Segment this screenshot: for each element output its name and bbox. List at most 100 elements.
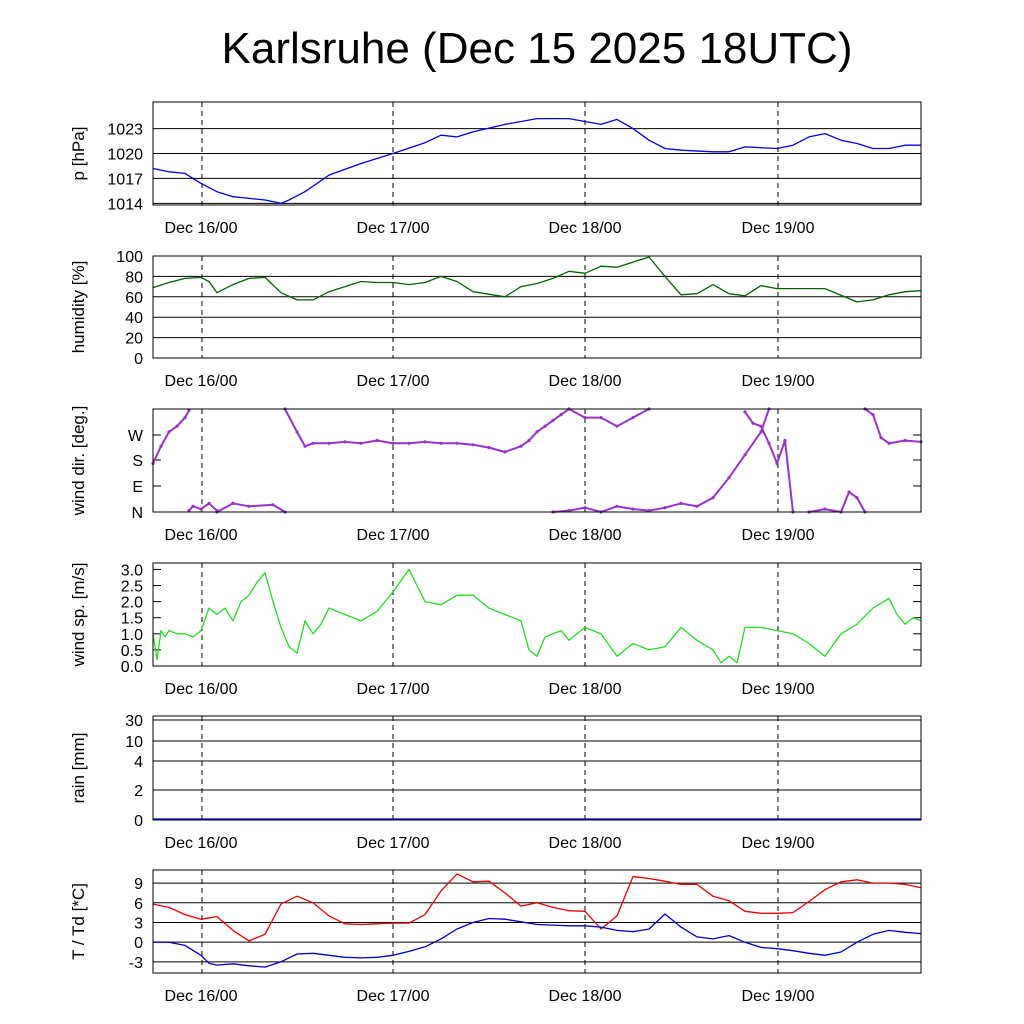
wind-dir-point bbox=[615, 504, 619, 508]
wind-dir-trace bbox=[744, 411, 794, 513]
wind-dir-point bbox=[663, 506, 667, 510]
y-tick-label: 0 bbox=[134, 351, 143, 368]
x-tick-label: Dec 18/00 bbox=[549, 681, 622, 698]
x-tick-label: Dec 19/00 bbox=[742, 681, 815, 698]
wind-dir-point bbox=[727, 476, 731, 480]
wind-dir-point bbox=[159, 444, 163, 448]
wind-dir-point bbox=[311, 441, 315, 445]
y-tick-label: 1014 bbox=[107, 196, 143, 213]
wind-dir-point bbox=[559, 413, 563, 417]
y-axis-label: humidity [%] bbox=[69, 261, 88, 354]
y-tick-label: 1.5 bbox=[121, 611, 143, 628]
wind-dir-point bbox=[879, 436, 883, 440]
wind-dir-point bbox=[295, 430, 299, 434]
wind-dir-point bbox=[183, 416, 187, 420]
wind-dir-point bbox=[343, 440, 347, 444]
y-axis-label: T / Td [*C] bbox=[69, 883, 88, 960]
wind-dir-point bbox=[407, 441, 411, 445]
y-tick-label: 3.0 bbox=[121, 562, 143, 579]
wind-dir-point bbox=[187, 408, 191, 412]
wind-dir-point bbox=[543, 424, 547, 428]
y-tick-label: 6 bbox=[134, 896, 143, 913]
y-tick-label: 30 bbox=[125, 713, 143, 730]
wind-dir-point bbox=[207, 501, 211, 505]
wind-dir-point bbox=[583, 506, 587, 510]
y-tick-label: W bbox=[128, 428, 144, 445]
wind-dir-point bbox=[199, 507, 203, 511]
y-tick-label: S bbox=[132, 453, 143, 470]
x-tick-label: Dec 16/00 bbox=[165, 373, 238, 390]
wind-dir-point bbox=[847, 490, 851, 494]
panel-frame bbox=[152, 101, 922, 206]
wind-dir-point bbox=[615, 424, 619, 428]
y-tick-label: 2.0 bbox=[121, 595, 143, 612]
wind-dir-point bbox=[487, 446, 491, 450]
y-tick-label: 10 bbox=[125, 734, 143, 751]
x-tick-label: Dec 17/00 bbox=[357, 835, 430, 852]
wind-dir-point bbox=[871, 413, 875, 417]
x-tick-label: Dec 16/00 bbox=[165, 527, 238, 544]
wind-dir-point bbox=[647, 509, 651, 513]
wind-dir-point bbox=[191, 504, 195, 508]
y-tick-label: 100 bbox=[116, 249, 143, 266]
x-tick-label: Dec 18/00 bbox=[549, 527, 622, 544]
y-tick-label: 0.5 bbox=[121, 643, 143, 660]
x-tick-label: Dec 18/00 bbox=[549, 835, 622, 852]
wind-dir-point bbox=[503, 450, 507, 454]
wind-dir-point bbox=[535, 430, 539, 434]
y-axis-label: p [hPa] bbox=[69, 127, 88, 181]
wind-dir-point bbox=[759, 430, 763, 434]
wind-dir-point bbox=[887, 441, 891, 445]
y-tick-label: 1017 bbox=[107, 171, 143, 188]
panel-frame bbox=[152, 408, 922, 513]
y-tick-label: 2 bbox=[134, 783, 143, 800]
wind-dir-point bbox=[775, 461, 779, 465]
x-tick-label: Dec 16/00 bbox=[165, 988, 238, 1005]
x-tick-label: Dec 17/00 bbox=[357, 681, 430, 698]
wind-dir-point bbox=[679, 501, 683, 505]
y-tick-label: 3 bbox=[134, 915, 143, 932]
wind-dir-point bbox=[439, 441, 443, 445]
y-tick-label: 9 bbox=[134, 876, 143, 893]
wind-dir-point bbox=[327, 441, 331, 445]
panel-humidity: 0 20 40 60 80 100 Dec 16/00 Dec 17/00 Dec 18/00 D… bbox=[69, 249, 922, 390]
wind-dir-point bbox=[187, 509, 191, 513]
y-tick-label: 1023 bbox=[107, 122, 143, 139]
panel-frame bbox=[152, 715, 922, 821]
y-tick-label: 1.0 bbox=[121, 627, 143, 644]
panel-rain: 0 2 4 10 30 Dec 16/00 Dec 17/00 Dec 18/00 Dec 19… bbox=[69, 713, 922, 852]
x-tick-label: Dec 16/00 bbox=[165, 681, 238, 698]
wind-dir-point bbox=[783, 438, 787, 443]
x-tick-label: Dec 16/00 bbox=[165, 220, 238, 237]
wind-dir-point bbox=[743, 453, 747, 457]
wind-dir-point bbox=[519, 444, 523, 448]
x-tick-label: Dec 17/00 bbox=[357, 988, 430, 1005]
x-tick-label: Dec 18/00 bbox=[549, 988, 622, 1005]
x-tick-label: Dec 19/00 bbox=[742, 835, 815, 852]
x-tick-label: Dec 17/00 bbox=[357, 373, 430, 390]
wind-dir-point bbox=[631, 416, 635, 420]
y-tick-label: 80 bbox=[125, 269, 143, 286]
wind-speed-line bbox=[152, 568, 922, 664]
panel-frame bbox=[152, 869, 922, 974]
wind-dir-trace bbox=[808, 490, 866, 514]
y-tick-label: 1020 bbox=[107, 147, 143, 164]
x-tick-label: Dec 19/00 bbox=[742, 988, 815, 1005]
y-tick-label: 60 bbox=[125, 290, 143, 307]
panel-wind_speed: 0.00.51.01.52.02.53.0 Dec 16/00 Dec 17/00 D… bbox=[69, 562, 922, 698]
wind-dir-trace bbox=[864, 408, 922, 445]
y-axis-label: wind dir. [deg.] bbox=[69, 406, 88, 517]
wind-dir-point bbox=[767, 441, 771, 445]
wind-dir-point bbox=[695, 504, 699, 508]
panel-pressure: 1014 1017 1020 1023 Dec 16/00 Dec 17/00 Dec 18… bbox=[69, 101, 922, 237]
panel-temperature: -3 0 3 6 9 Dec 16/00 Dec 17/00 Dec 18/00 Dec 19/… bbox=[69, 869, 922, 1005]
wind-dir-point bbox=[743, 410, 747, 414]
wind-dir-point bbox=[471, 443, 475, 447]
wind-dir-point bbox=[359, 441, 363, 445]
temperature-line bbox=[152, 873, 922, 942]
chart-title: Karlsruhe (Dec 15 2025 18UTC) bbox=[221, 24, 853, 73]
wind-dir-trace bbox=[284, 407, 650, 453]
y-tick-label: 0.0 bbox=[121, 659, 143, 676]
